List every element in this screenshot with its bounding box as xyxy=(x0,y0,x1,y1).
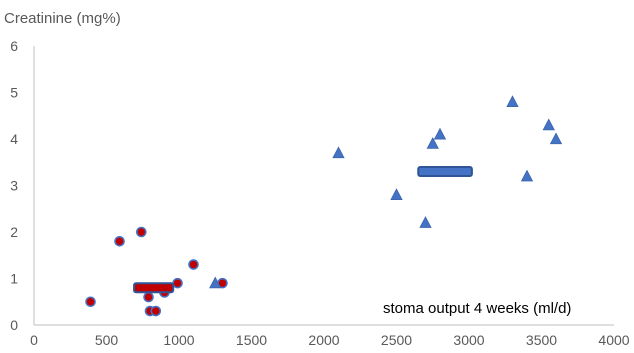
y-tick-label: 4 xyxy=(10,131,18,147)
y-tick-label: 0 xyxy=(10,317,18,333)
data-point-triangle xyxy=(433,127,447,140)
data-point-triangle xyxy=(542,118,555,131)
x-tick-label: 3000 xyxy=(453,332,484,348)
x-tick-labels: 0 500 1000 1500 2000 2500 3000 3500 4000 xyxy=(30,332,630,348)
data-point-triangle xyxy=(549,132,563,145)
data-point-circle xyxy=(136,226,147,238)
x-tick-label: 1500 xyxy=(236,332,267,348)
data-marks xyxy=(85,95,563,317)
y-tick-label: 6 xyxy=(10,38,18,54)
data-point-circle xyxy=(143,291,154,303)
y-tick-label: 5 xyxy=(10,85,18,101)
data-point-triangle xyxy=(426,137,439,149)
data-point-triangle xyxy=(332,146,345,159)
y-axis-label: Creatinine (mg%) xyxy=(4,10,121,27)
mean-bar xyxy=(417,166,473,178)
data-point-triangle xyxy=(419,216,432,228)
data-point-circle xyxy=(85,296,96,308)
y-tick-label: 1 xyxy=(10,271,18,287)
x-tick-label: 0 xyxy=(30,332,38,348)
data-point-circle xyxy=(188,259,199,270)
data-point-triangle xyxy=(520,169,534,182)
x-tick-label: 500 xyxy=(95,332,119,348)
data-point-triangle xyxy=(209,276,222,289)
data-point-triangle xyxy=(390,188,403,200)
x-tick-label: 4000 xyxy=(598,332,629,348)
x-tick-label: 2500 xyxy=(381,332,412,348)
y-tick-labels: 0 1 2 3 4 5 6 xyxy=(10,38,18,333)
mean-bar xyxy=(133,282,175,294)
x-axis-label: stoma output 4 weeks (ml/d) xyxy=(383,300,571,317)
x-tick-label: 1000 xyxy=(163,332,194,348)
x-tick-label: 3500 xyxy=(526,332,557,348)
y-tick-label: 3 xyxy=(10,178,18,194)
data-point-circle xyxy=(150,305,162,317)
data-point-triangle xyxy=(506,95,519,107)
data-point-circle xyxy=(114,236,125,247)
data-point-circle xyxy=(172,277,183,289)
y-tick-label: 2 xyxy=(10,224,18,240)
x-tick-label: 2000 xyxy=(308,332,339,348)
